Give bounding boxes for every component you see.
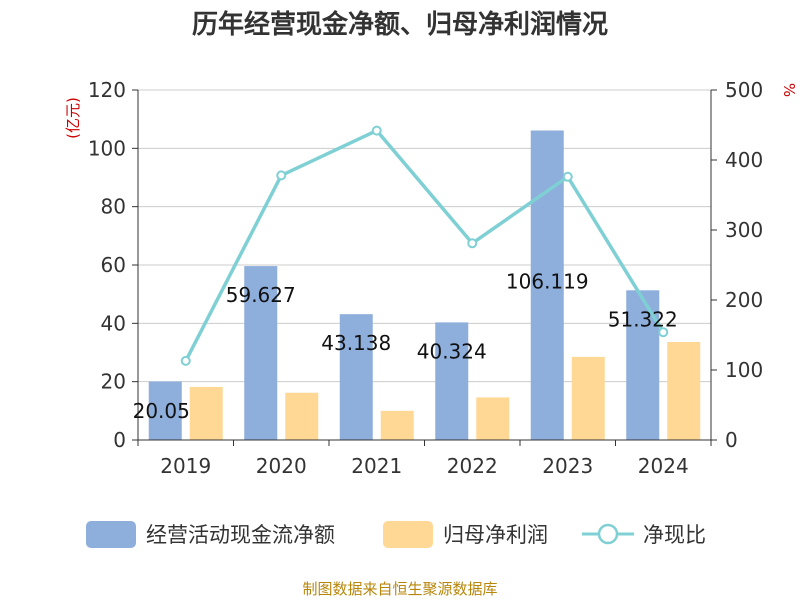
bar-operating-cashflow <box>148 381 182 440</box>
ratio-point <box>180 355 191 366</box>
ratio-point <box>276 170 287 181</box>
bar-data-label: 51.322 <box>608 307 678 331</box>
legend-marker-ratio <box>597 523 619 545</box>
bar-data-label: 40.324 <box>417 339 487 363</box>
right-tick-label: 500 <box>725 78 763 102</box>
x-tick-label: 2022 <box>447 454 498 478</box>
x-tick-label: 2021 <box>351 454 402 478</box>
bar-data-label: 59.627 <box>226 283 296 307</box>
bar-net-profit <box>667 342 701 440</box>
left-axis-unit: (亿元) <box>64 97 82 139</box>
right-tick-label: 0 <box>725 428 738 452</box>
x-tick-label: 2019 <box>160 454 211 478</box>
axes <box>132 89 717 446</box>
ratio-point <box>467 238 478 249</box>
bar-operating-cashflow <box>435 322 469 440</box>
legend-label-ratio: 净现比 <box>643 523 706 547</box>
legend-swatch-profit <box>383 521 433 548</box>
data-labels: 20.05 59.627 43.138 40.324 106.119 51.322 <box>133 269 678 423</box>
right-tick-label: 200 <box>725 288 763 312</box>
left-tick-label: 20 <box>101 370 126 394</box>
ratio-point <box>658 327 669 338</box>
left-tick-label: 40 <box>101 311 126 335</box>
bar-net-profit <box>476 397 510 440</box>
x-tick-label: 2020 <box>256 454 307 478</box>
right-axis-unit: % <box>780 83 798 97</box>
bar-net-profit <box>571 356 605 440</box>
bar-data-label: 43.138 <box>321 331 391 355</box>
ratio-point <box>371 125 382 136</box>
legend-label-profit: 归母净利润 <box>443 523 548 547</box>
x-tick-label: 2024 <box>638 454 689 478</box>
legend-swatch-cashflow <box>86 521 136 548</box>
ratio-line-path <box>184 128 665 362</box>
left-tick-label: 100 <box>88 136 126 160</box>
chart-title: 历年经营现金净额、归母净利润情况 <box>192 9 608 40</box>
right-tick-label: 100 <box>725 358 763 382</box>
left-tick-label: 0 <box>113 428 126 452</box>
bar-net-profit <box>285 392 319 440</box>
bar-net-profit <box>380 410 414 440</box>
bars <box>148 130 701 440</box>
bar-data-label: 20.05 <box>133 399 190 423</box>
right-tick-label: 300 <box>725 218 763 242</box>
tick-labels: 0 20 40 60 80 100 120 0 100 200 300 400 500 2019 2020 2… <box>88 78 763 478</box>
left-tick-label: 60 <box>101 253 126 277</box>
bar-operating-cashflow <box>339 314 373 440</box>
bar-operating-cashflow <box>244 266 278 440</box>
right-tick-label: 400 <box>725 148 763 172</box>
legend-label-cashflow: 经营活动现金流净额 <box>146 523 335 547</box>
gridlines <box>138 89 711 383</box>
left-tick-label: 80 <box>101 195 126 219</box>
left-tick-label: 120 <box>88 78 126 102</box>
bar-net-profit <box>189 386 223 440</box>
ratio-point <box>562 171 573 182</box>
x-tick-label: 2023 <box>542 454 593 478</box>
source-note: 制图数据来自恒生聚源数据库 <box>302 580 497 598</box>
ratio-line <box>180 125 669 366</box>
legend: 经营活动现金流净额 归母净利润 净现比 <box>86 521 706 548</box>
bar-data-label: 106.119 <box>506 269 589 293</box>
